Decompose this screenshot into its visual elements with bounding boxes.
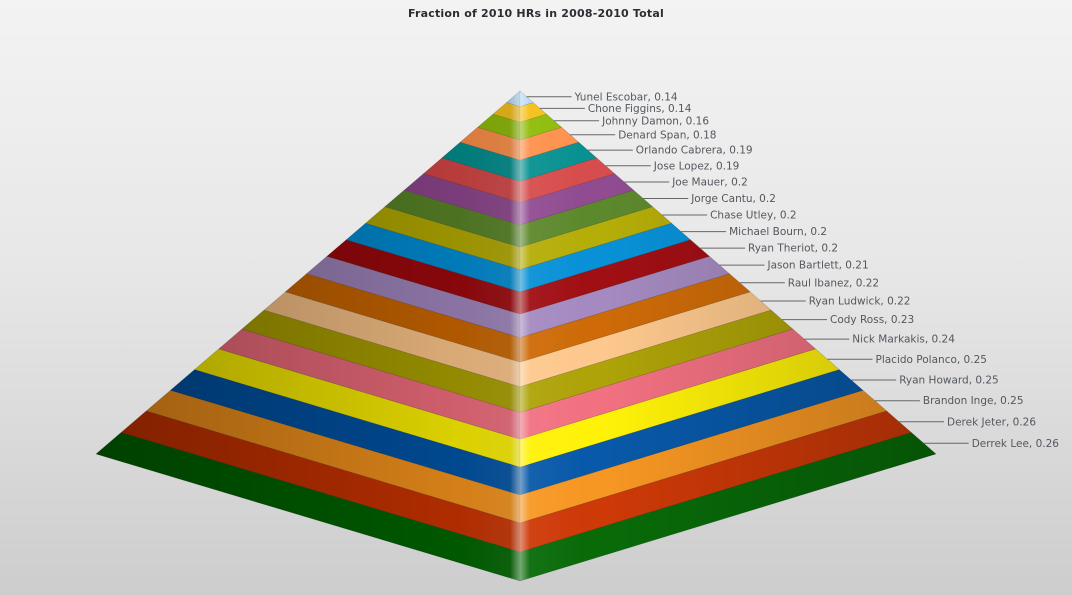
segment-label: Ryan Theriot, 0.2 <box>748 243 838 255</box>
segment-label: Joe Mauer, 0.2 <box>671 177 748 189</box>
segment-label: Yunel Escobar, 0.14 <box>574 91 678 103</box>
segment-label: Michael Bourn, 0.2 <box>729 226 827 238</box>
segment-label: Orlando Cabrera, 0.19 <box>636 145 753 157</box>
segment-label: Jorge Cantu, 0.2 <box>690 193 776 205</box>
segment-label: Denard Span, 0.18 <box>618 129 716 141</box>
segment-label: Ryan Ludwick, 0.22 <box>809 296 911 308</box>
segment-label: Placido Polanco, 0.25 <box>876 354 987 366</box>
segment-label: Johnny Damon, 0.16 <box>601 115 709 127</box>
chart-title: Fraction of 2010 HRs in 2008-2010 Total <box>407 7 664 20</box>
segment-label: Raul Ibanez, 0.22 <box>788 277 879 289</box>
segment-label: Chone Figgins, 0.14 <box>588 103 692 115</box>
segment-label: Chase Utley, 0.2 <box>710 210 796 222</box>
segment-label: Jason Bartlett, 0.21 <box>767 260 869 272</box>
segment-label: Brandon Inge, 0.25 <box>923 395 1024 407</box>
segment-label: Nick Markakis, 0.24 <box>852 334 955 346</box>
segment-label: Ryan Howard, 0.25 <box>899 375 999 387</box>
segment-label: Derek Jeter, 0.26 <box>947 416 1036 428</box>
segment-label: Derrek Lee, 0.26 <box>972 438 1060 450</box>
segment-label: Cody Ross, 0.23 <box>830 314 914 326</box>
segment-label: Jose Lopez, 0.19 <box>653 160 740 172</box>
